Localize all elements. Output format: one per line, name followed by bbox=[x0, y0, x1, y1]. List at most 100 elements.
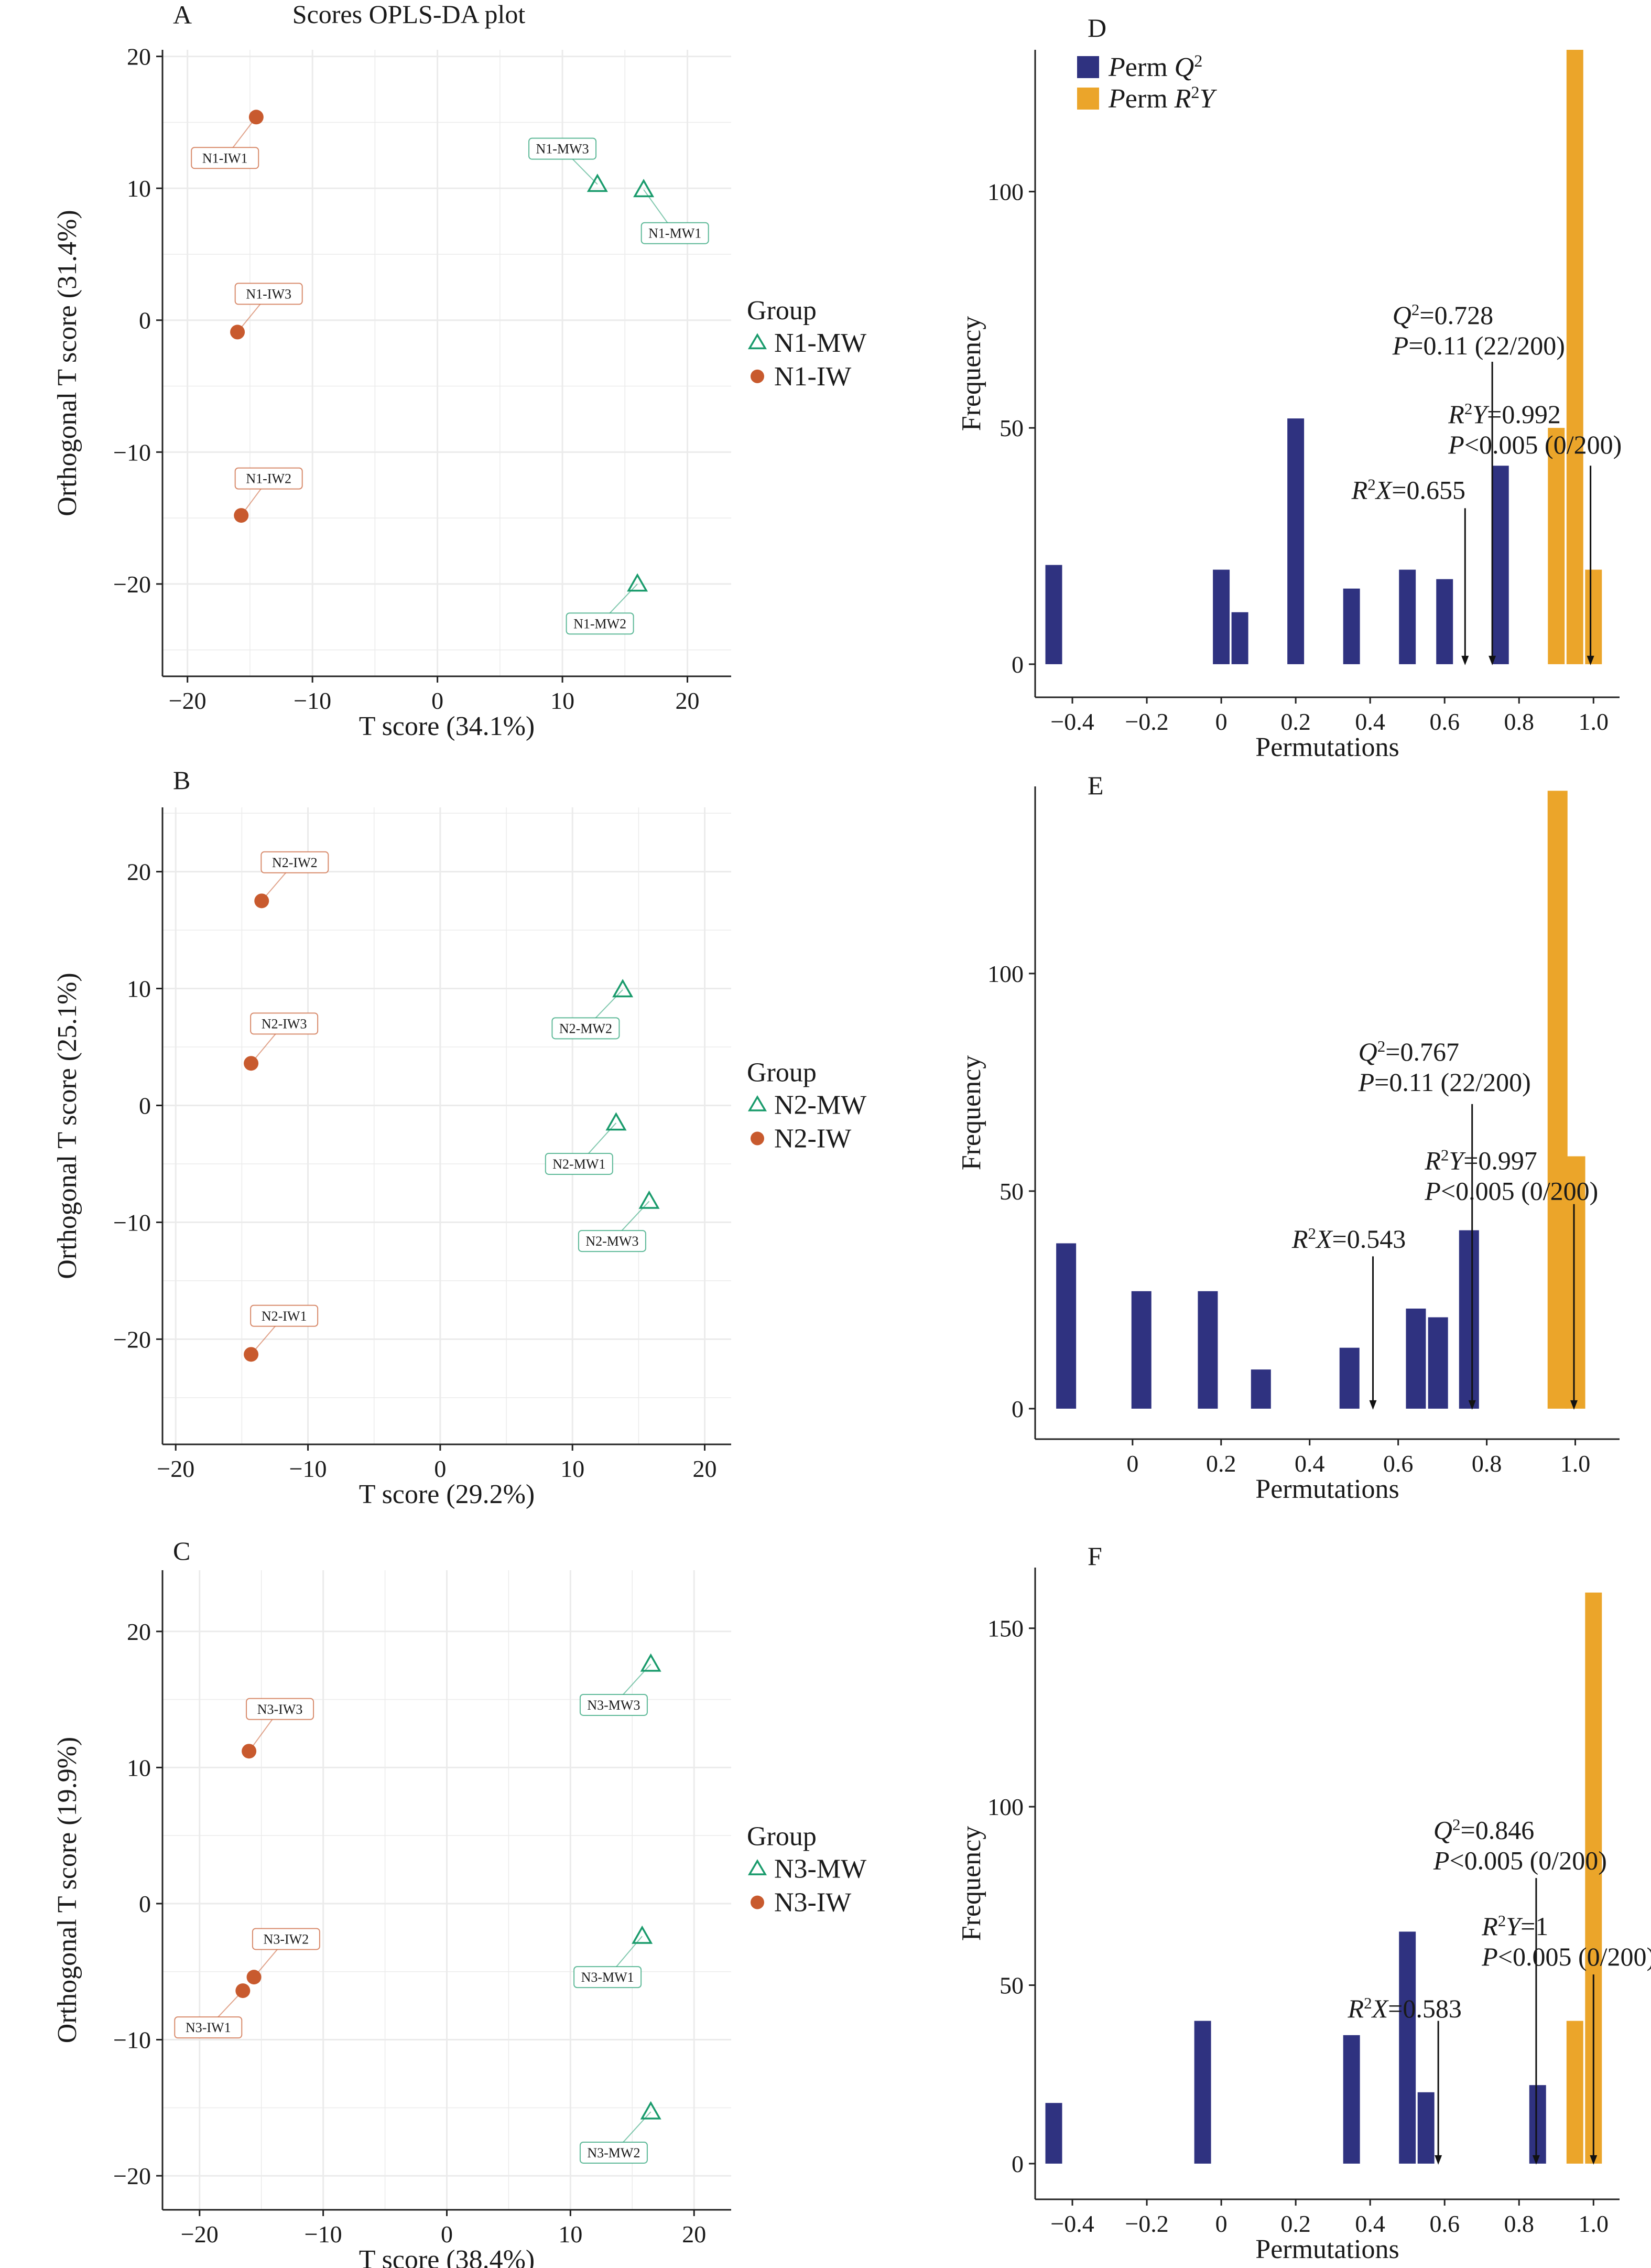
bar bbox=[1529, 2085, 1546, 2164]
x-tick-label: 0.2 bbox=[1206, 1450, 1236, 1477]
bar bbox=[1406, 1309, 1426, 1409]
point-label: N2-MW3 bbox=[585, 1234, 638, 1249]
panel-b: B −20 −10 0 10 20 −20 −10 0 10 20 T score (29.2%) Or… bbox=[52, 765, 866, 1509]
y-axis-label: Orthogonal T score (19.9%) bbox=[52, 1737, 82, 2043]
bar bbox=[1131, 1291, 1152, 1409]
annotation-arrow-head bbox=[1587, 655, 1594, 665]
annotation-arrow-head bbox=[1435, 2155, 1442, 2165]
point-label: N3-IW3 bbox=[257, 1702, 303, 1717]
x-tick-label: 20 bbox=[676, 687, 700, 714]
x-tick-label: −10 bbox=[289, 1455, 327, 1482]
y-tick-label: −10 bbox=[113, 1209, 151, 1236]
panel-label: A bbox=[173, 0, 192, 29]
y-tick-label: 20 bbox=[127, 1618, 151, 1645]
x-tick-label: −20 bbox=[181, 2221, 219, 2248]
bar bbox=[1547, 791, 1568, 1409]
bar bbox=[1565, 1156, 1585, 1409]
y-tick-label: 0 bbox=[1012, 2151, 1024, 2177]
x-tick-label: 0.4 bbox=[1355, 2210, 1385, 2237]
point-label: N1-IW1 bbox=[202, 150, 248, 166]
panel-c: C −20 −10 0 10 20 −20 −10 0 10 20 T score (38.4%) Or… bbox=[52, 1536, 866, 2268]
bar bbox=[1194, 2021, 1211, 2164]
point-label-box bbox=[234, 467, 303, 490]
bar bbox=[1045, 565, 1062, 664]
legend-circle-marker bbox=[751, 1131, 764, 1146]
bar bbox=[1428, 1317, 1448, 1409]
bar bbox=[1459, 1230, 1479, 1409]
y-tick-label: 150 bbox=[987, 1615, 1024, 1642]
x-tick-label: −10 bbox=[305, 2221, 342, 2248]
y-tick-label: 100 bbox=[987, 1794, 1024, 1820]
annotation-text: Q2=0.767 bbox=[1359, 1036, 1459, 1066]
bar bbox=[1343, 588, 1360, 664]
annotation-text: R2X=0.583 bbox=[1348, 1993, 1462, 2023]
data-point-triangle bbox=[638, 1190, 660, 1209]
point-label-box bbox=[246, 1698, 314, 1720]
y-tick-label: 100 bbox=[987, 178, 1024, 205]
point-label-box bbox=[260, 851, 329, 873]
x-tick-label: 0.8 bbox=[1504, 2210, 1534, 2237]
x-tick-label: 20 bbox=[682, 2221, 706, 2248]
annotation-arrow-head bbox=[1369, 1400, 1377, 1410]
x-axis-label: T score (38.4%) bbox=[359, 2245, 535, 2268]
legend-label: N2-MW bbox=[774, 1090, 866, 1120]
point-label-box bbox=[579, 1693, 648, 1716]
bar bbox=[1231, 612, 1248, 664]
x-tick-label: −0.2 bbox=[1125, 2210, 1168, 2237]
bar bbox=[1045, 2103, 1062, 2164]
point-label: N2-IW1 bbox=[262, 1309, 307, 1324]
x-tick-label: 0 bbox=[434, 1455, 446, 1482]
point-label-box bbox=[252, 1928, 320, 1950]
x-tick-label: −0.4 bbox=[1050, 2210, 1094, 2237]
x-axis-label: Permutations bbox=[1255, 1474, 1399, 1504]
point-label: N3-MW1 bbox=[581, 1970, 634, 1985]
y-tick-label: 10 bbox=[127, 1754, 151, 1781]
x-tick-label: 10 bbox=[560, 1455, 584, 1482]
point-label: N2-MW2 bbox=[559, 1021, 612, 1036]
x-tick-label: 0 bbox=[431, 687, 443, 714]
y-tick-label: 100 bbox=[987, 960, 1024, 987]
legend-label: N3-IW bbox=[774, 1888, 851, 1918]
point-label: N1-MW1 bbox=[648, 226, 701, 241]
panel-label: D bbox=[1088, 13, 1106, 42]
x-tick-label: 0.2 bbox=[1280, 2210, 1311, 2237]
bar bbox=[1548, 428, 1565, 664]
point-label-box bbox=[528, 137, 597, 160]
bar bbox=[1585, 569, 1602, 664]
x-tick-label: 10 bbox=[550, 687, 574, 714]
data-point-triangle bbox=[633, 179, 655, 198]
annotation-text: P=0.11 (22/200) bbox=[1392, 331, 1565, 360]
x-axis-label: Permutations bbox=[1255, 732, 1399, 762]
x-tick-label: 0 bbox=[1126, 1450, 1138, 1477]
data-point-circle bbox=[230, 325, 245, 340]
data-point-circle bbox=[246, 1970, 262, 1985]
point-label: N2-IW3 bbox=[262, 1016, 307, 1031]
x-tick-label: 10 bbox=[558, 2221, 582, 2248]
x-axis-label: T score (34.1%) bbox=[359, 711, 535, 741]
data-point-circle bbox=[254, 893, 269, 909]
y-axis-label: Frequency bbox=[957, 1826, 986, 1941]
data-point-triangle bbox=[632, 1925, 653, 1944]
y-tick-label: 50 bbox=[1000, 415, 1024, 441]
data-point-circle bbox=[234, 508, 249, 523]
data-point-triangle bbox=[605, 1112, 627, 1131]
legend-triangle-marker bbox=[747, 333, 767, 350]
y-tick-label: 10 bbox=[127, 175, 151, 202]
y-tick-label: 20 bbox=[127, 44, 151, 70]
panel-label: F bbox=[1088, 1541, 1102, 1571]
legend-triangle-marker bbox=[747, 1095, 767, 1111]
figure-title: Scores OPLS-DA plot bbox=[292, 0, 526, 29]
panel-d: D −0.4 −0.2 0 0.2 0.4 0.6 0.8 1.0 0 50 100 Permutati… bbox=[957, 13, 1622, 762]
data-point-circle bbox=[244, 1056, 259, 1071]
y-tick-label: 0 bbox=[139, 307, 151, 334]
point-label-box bbox=[250, 1304, 319, 1327]
annotation-text: P<0.005 (0/200) bbox=[1481, 1942, 1651, 1971]
annotation-text: R2X=0.543 bbox=[1291, 1224, 1406, 1254]
point-label: N3-IW2 bbox=[264, 1931, 309, 1947]
x-tick-label: 1.0 bbox=[1579, 708, 1609, 735]
x-tick-label: 1.0 bbox=[1579, 2210, 1609, 2237]
annotation-text: P=0.11 (22/200) bbox=[1358, 1067, 1531, 1097]
annotation-arrow-head bbox=[1532, 2155, 1540, 2165]
x-tick-label: 0 bbox=[1215, 2210, 1228, 2237]
